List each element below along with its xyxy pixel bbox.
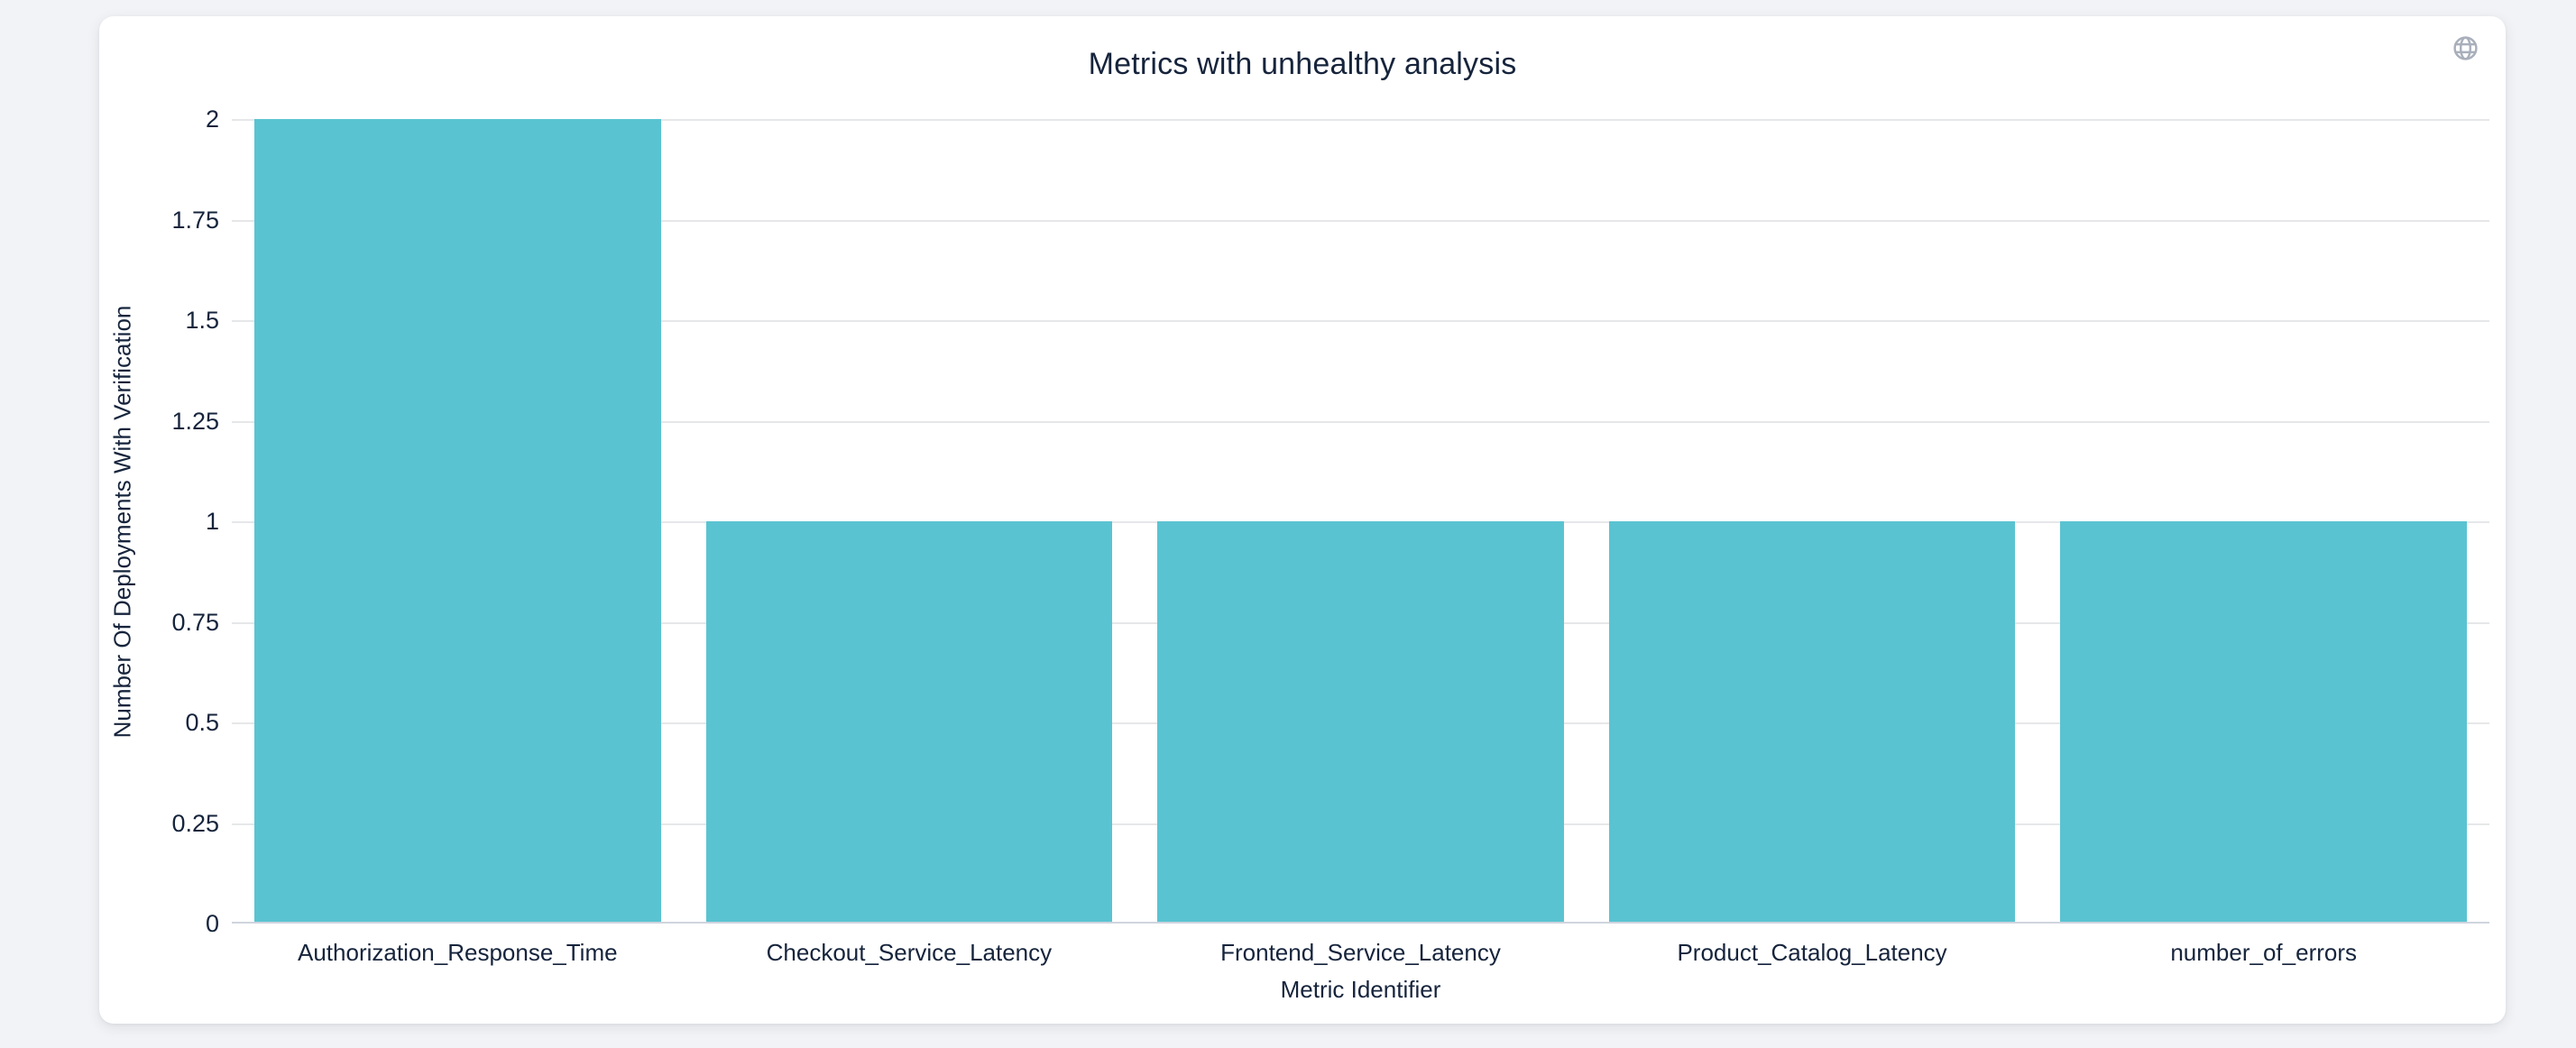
x-tick-label: Product_Catalog_Latency bbox=[1677, 939, 1947, 966]
bars-row bbox=[232, 119, 2489, 924]
bar-slot bbox=[2038, 119, 2489, 924]
bar-Authorization_Response_Time[interactable] bbox=[254, 119, 661, 924]
y-tick-labels: 0 0.25 0.5 0.75 1 1.25 1.5 1.75 2 bbox=[99, 106, 232, 937]
bar-slot bbox=[1587, 119, 2038, 924]
y-tick-label: 1.5 bbox=[185, 307, 219, 334]
gridline bbox=[232, 119, 2489, 121]
bar-number_of_errors[interactable] bbox=[2060, 521, 2467, 924]
bar-slot bbox=[684, 119, 1136, 924]
y-tick-label: 0 bbox=[205, 910, 219, 937]
x-tick-label: Authorization_Response_Time bbox=[298, 939, 618, 966]
y-tick-label: 0.25 bbox=[171, 810, 219, 837]
gridline bbox=[232, 320, 2489, 322]
chart-title: Metrics with unhealthy analysis bbox=[1088, 47, 1517, 81]
gridline bbox=[232, 421, 2489, 423]
globe-icon bbox=[2452, 34, 2479, 65]
y-tick-label: 1 bbox=[205, 508, 219, 535]
gridline bbox=[232, 220, 2489, 222]
chart-card: Metrics with unhealthy analysis Number O… bbox=[99, 16, 2506, 1024]
x-axis-title: Metric Identifier bbox=[1280, 976, 1441, 1003]
y-tick-label: 0.5 bbox=[185, 709, 219, 736]
y-tick-label: 2 bbox=[205, 106, 219, 133]
x-tick-label: Frontend_Service_Latency bbox=[1220, 939, 1501, 966]
bar-Product_Catalog_Latency[interactable] bbox=[1608, 521, 2016, 924]
y-tick-label: 0.75 bbox=[171, 609, 219, 636]
bar-Checkout_Service_Latency[interactable] bbox=[705, 521, 1113, 924]
x-tick-label: number_of_errors bbox=[2170, 939, 2357, 966]
plot-area bbox=[232, 119, 2489, 924]
globe-button[interactable] bbox=[2450, 34, 2480, 65]
x-tick-label: Checkout_Service_Latency bbox=[766, 939, 1053, 966]
x-tick-labels: Authorization_Response_Time Checkout_Serv… bbox=[232, 938, 2489, 967]
bar-Frontend_Service_Latency[interactable] bbox=[1157, 521, 1564, 924]
y-tick-label: 1.75 bbox=[171, 207, 219, 234]
x-axis-line bbox=[232, 922, 2489, 924]
bar-slot bbox=[232, 119, 684, 924]
y-tick-label: 1.25 bbox=[171, 408, 219, 435]
bar-slot bbox=[1135, 119, 1587, 924]
